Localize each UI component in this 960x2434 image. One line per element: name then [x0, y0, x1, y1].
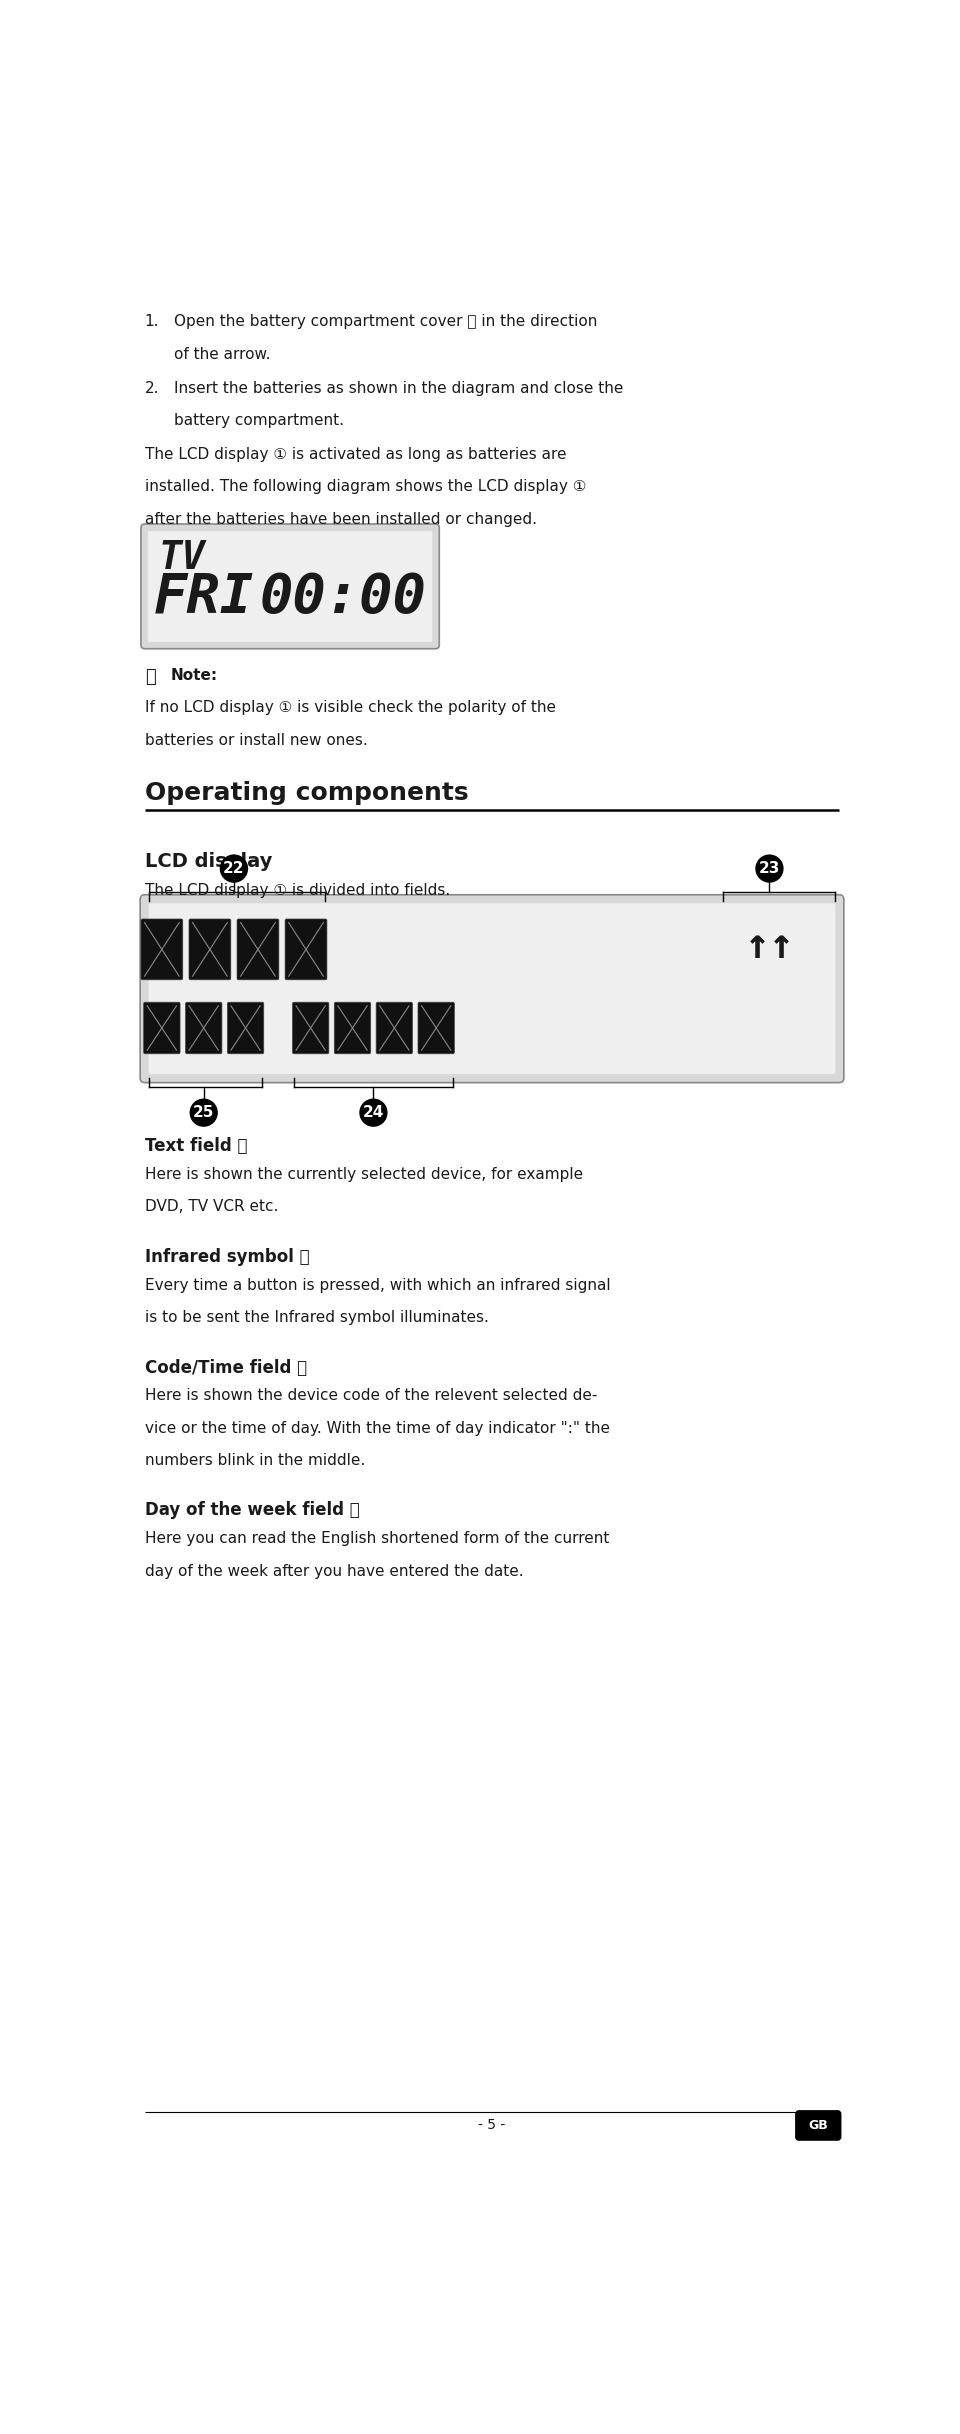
- FancyBboxPatch shape: [285, 920, 327, 981]
- Text: - 5 -: - 5 -: [478, 2118, 506, 2132]
- Text: vice or the time of day. With the time of day indicator ":" the: vice or the time of day. With the time o…: [145, 1421, 610, 1436]
- Text: 22: 22: [223, 862, 245, 876]
- Text: day of the week after you have entered the date.: day of the week after you have entered t…: [145, 1563, 523, 1580]
- FancyBboxPatch shape: [418, 1003, 454, 1054]
- Text: GB: GB: [808, 2120, 828, 2132]
- FancyBboxPatch shape: [237, 920, 278, 981]
- Text: batteries or install new ones.: batteries or install new ones.: [145, 733, 368, 747]
- FancyBboxPatch shape: [140, 896, 844, 1083]
- Text: after the batteries have been installed or changed.: after the batteries have been installed …: [145, 511, 537, 526]
- Text: LCD display: LCD display: [145, 852, 273, 871]
- FancyBboxPatch shape: [141, 523, 440, 650]
- Text: 24: 24: [363, 1105, 384, 1120]
- FancyBboxPatch shape: [334, 1003, 371, 1054]
- Text: Open the battery compartment cover ⓐ in the direction: Open the battery compartment cover ⓐ in …: [175, 314, 598, 329]
- Text: Infrared symbol ⓧ: Infrared symbol ⓧ: [145, 1249, 309, 1266]
- FancyBboxPatch shape: [293, 1003, 329, 1054]
- Text: Text field ⓝ: Text field ⓝ: [145, 1137, 248, 1156]
- Text: Here is shown the currently selected device, for example: Here is shown the currently selected dev…: [145, 1166, 583, 1183]
- Text: 1.: 1.: [145, 314, 159, 329]
- Text: numbers blink in the middle.: numbers blink in the middle.: [145, 1453, 365, 1468]
- Text: battery compartment.: battery compartment.: [175, 414, 345, 428]
- Text: DVD, TV VCR etc.: DVD, TV VCR etc.: [145, 1200, 278, 1215]
- Text: FRI: FRI: [155, 570, 254, 623]
- Text: 23: 23: [758, 862, 780, 876]
- Text: 25: 25: [193, 1105, 214, 1120]
- FancyBboxPatch shape: [141, 920, 182, 981]
- FancyBboxPatch shape: [796, 2110, 841, 2139]
- Text: is to be sent the Infrared symbol illuminates.: is to be sent the Infrared symbol illumi…: [145, 1309, 489, 1324]
- Text: Every time a button is pressed, with which an infrared signal: Every time a button is pressed, with whi…: [145, 1278, 611, 1292]
- Text: Operating components: Operating components: [145, 781, 468, 806]
- Text: of the arrow.: of the arrow.: [175, 346, 271, 363]
- Text: The LCD display ① is activated as long as batteries are: The LCD display ① is activated as long a…: [145, 448, 566, 462]
- Text: Insert the batteries as shown in the diagram and close the: Insert the batteries as shown in the dia…: [175, 380, 624, 397]
- Text: Here you can read the English shortened form of the current: Here you can read the English shortened …: [145, 1531, 610, 1546]
- Text: ⓘ: ⓘ: [145, 667, 156, 686]
- Text: If no LCD display ① is visible check the polarity of the: If no LCD display ① is visible check the…: [145, 701, 556, 716]
- Text: Code/Time field ⓗ: Code/Time field ⓗ: [145, 1358, 307, 1378]
- Text: 2.: 2.: [145, 380, 159, 397]
- FancyBboxPatch shape: [144, 1003, 180, 1054]
- FancyBboxPatch shape: [149, 903, 835, 1073]
- Text: 00:00: 00:00: [259, 570, 426, 623]
- Text: Day of the week field ⓨ: Day of the week field ⓨ: [145, 1502, 360, 1519]
- Text: The LCD display ① is divided into fields.: The LCD display ① is divided into fields…: [145, 884, 450, 898]
- Text: installed. The following diagram shows the LCD display ①: installed. The following diagram shows t…: [145, 479, 587, 494]
- Text: Note:: Note:: [170, 667, 218, 684]
- FancyBboxPatch shape: [185, 1003, 222, 1054]
- Text: Here is shown the device code of the relevent selected de-: Here is shown the device code of the rel…: [145, 1387, 597, 1404]
- FancyBboxPatch shape: [189, 920, 230, 981]
- Text: TV: TV: [158, 540, 205, 577]
- FancyBboxPatch shape: [148, 531, 432, 643]
- FancyBboxPatch shape: [228, 1003, 264, 1054]
- Text: ↑↑: ↑↑: [744, 925, 795, 966]
- FancyBboxPatch shape: [376, 1003, 413, 1054]
